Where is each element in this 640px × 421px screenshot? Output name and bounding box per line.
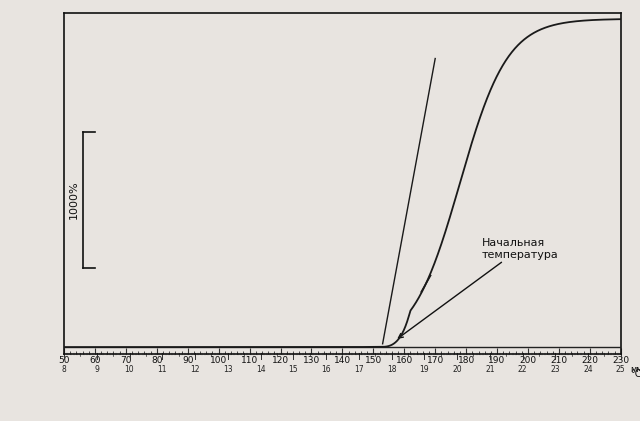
- Text: 20: 20: [452, 365, 462, 374]
- Text: 8: 8: [61, 365, 67, 374]
- Text: 11: 11: [157, 365, 167, 374]
- Text: 24: 24: [583, 365, 593, 374]
- Text: 25: 25: [616, 365, 626, 374]
- Text: 19: 19: [419, 365, 429, 374]
- Text: 23: 23: [550, 365, 560, 374]
- Text: мм: мм: [630, 365, 640, 374]
- Text: Начальная
температура: Начальная температура: [399, 238, 558, 338]
- Text: 13: 13: [223, 365, 232, 374]
- Text: 22: 22: [518, 365, 527, 374]
- Text: °C: °C: [630, 369, 640, 379]
- Text: 21: 21: [485, 365, 495, 374]
- Text: 17: 17: [354, 365, 364, 374]
- Text: 16: 16: [321, 365, 331, 374]
- Text: 12: 12: [190, 365, 200, 374]
- Text: 9: 9: [94, 365, 99, 374]
- Text: 15: 15: [289, 365, 298, 374]
- Text: 14: 14: [256, 365, 266, 374]
- Text: 1000%: 1000%: [69, 181, 79, 219]
- Text: 10: 10: [125, 365, 134, 374]
- Text: 18: 18: [387, 365, 396, 374]
